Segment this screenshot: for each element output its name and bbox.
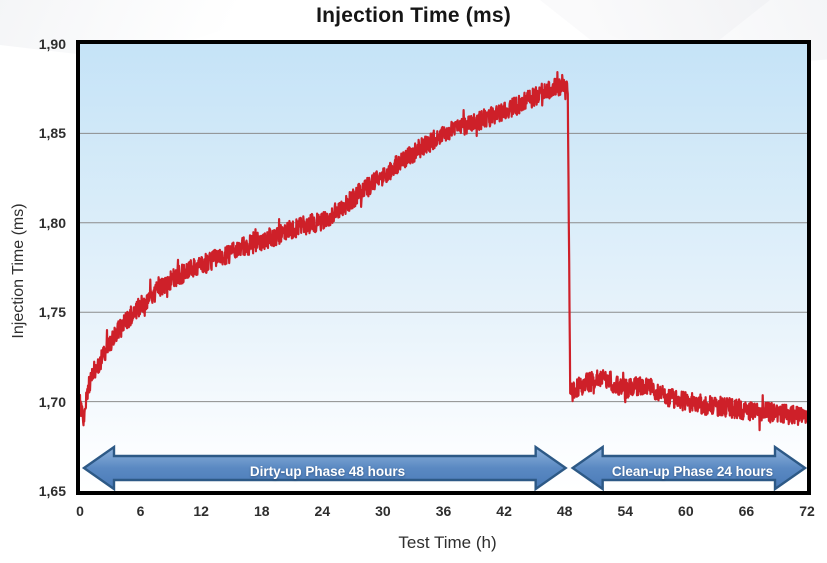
x-tick-label: 60 [678, 503, 694, 519]
y-tick-label: 1,70 [38, 393, 66, 410]
y-axis-title: Injection Time (ms) [10, 203, 27, 339]
x-tick-label: 54 [617, 503, 634, 519]
x-tick-label: 24 [314, 503, 331, 519]
x-tick-label: 42 [496, 503, 512, 519]
x-axis-title: Test Time (h) [398, 533, 497, 552]
x-tick-label: 72 [799, 503, 815, 519]
y-tick-label: 1,80 [38, 214, 66, 231]
x-tick-label: 18 [253, 503, 270, 519]
chart-title: Injection Time (ms) [316, 4, 511, 27]
injection-time-line-chart [80, 71, 807, 491]
x-tick-label: 0 [76, 503, 84, 519]
y-tick-label: 1,75 [38, 304, 66, 321]
x-tick-label: 6 [136, 503, 145, 519]
dirty-up-phase-arrow [81, 444, 568, 491]
injection-time-series [80, 71, 807, 432]
x-tick-label: 48 [556, 503, 573, 519]
clean-up-phase-arrow [570, 444, 807, 491]
x-tick-label: 12 [193, 503, 209, 519]
y-tick-label: 1,65 [38, 483, 66, 499]
plot-area [76, 40, 811, 495]
x-tick-label: 66 [738, 503, 755, 519]
y-tick-label: 1,90 [38, 36, 66, 52]
x-tick-label: 36 [435, 503, 452, 519]
y-tick-label: 1,85 [38, 125, 66, 142]
dirty-up-phase-banner-label: Dirty-up Phase 48 hours [249, 464, 406, 479]
x-tick-label: 30 [375, 503, 391, 519]
clean-up-phase-banner-label: Clean-up Phase 24 hours [611, 464, 774, 479]
